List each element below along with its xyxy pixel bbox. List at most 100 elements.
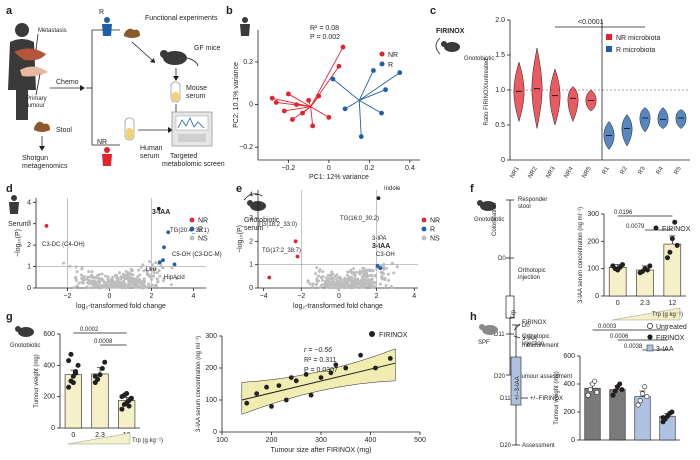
d20-label-h: D20 (500, 443, 512, 449)
y-tick-label: 0 (595, 293, 599, 300)
human-label: Human (140, 145, 163, 152)
mouse-label: Mouse (186, 85, 207, 92)
ns-point (138, 285, 142, 289)
ns-point (118, 280, 122, 284)
y-tick-label: 3 (27, 221, 31, 228)
data-point (617, 381, 623, 387)
pca-point (336, 63, 342, 69)
ns-point (137, 268, 141, 272)
legend-label-untreated: Untreated (656, 324, 687, 331)
y-tick-label: 3 (249, 215, 253, 222)
y-tick-label: −0.2 (239, 144, 253, 151)
label-tg-d: TG(20:4_32:1) (170, 228, 209, 234)
x-tick-label: 4 (412, 293, 416, 300)
x-axis-title: log₂-transformed fold change (293, 303, 383, 310)
volcano-legend-dot (189, 217, 195, 223)
ns-point (154, 285, 158, 289)
panel-label-d: d (6, 183, 13, 195)
y-tick-label: 100 (587, 266, 599, 273)
x-tick-label: 0 (337, 293, 341, 300)
y-tick-label: 400 (43, 362, 55, 369)
legend-dot-firinox (647, 334, 653, 340)
y-tick-label: 600 (43, 331, 55, 338)
ns-point (94, 285, 98, 289)
data-point (644, 267, 650, 273)
ns-point (88, 279, 92, 283)
x-tick-label: 100 (216, 437, 228, 444)
x-tick-label: 400 (365, 437, 377, 444)
x-tick-label: NR1 (510, 165, 522, 179)
highlight-point (172, 262, 177, 267)
ns-point (329, 274, 333, 278)
ns-point (349, 268, 353, 272)
y-tick-label: 200 (205, 365, 217, 372)
ns-point (330, 270, 334, 274)
ns-point (87, 281, 91, 285)
stool-icon (34, 121, 50, 132)
ns-point (158, 274, 162, 278)
panel-label-e: e (236, 183, 242, 195)
pca-point (340, 44, 346, 50)
ns-point (357, 271, 361, 275)
highlight-point (162, 245, 166, 250)
highlight-point (295, 254, 300, 259)
injection-label-f: injection (518, 275, 540, 281)
ns-point (361, 266, 365, 270)
ns-point (316, 279, 320, 283)
pca-r2: R² = 0.08 (310, 25, 339, 32)
pca-spoke (358, 70, 374, 101)
scatter-point (283, 397, 289, 403)
ns-point (142, 269, 146, 273)
ns-point (360, 285, 364, 289)
volcano-legend-d: NR R NS (189, 217, 208, 243)
x-tick-label: 0.2 (365, 165, 375, 172)
ns-point (324, 280, 328, 284)
trp-gradient-f (611, 307, 681, 321)
scatter-point (244, 400, 250, 406)
volcano-legend-label: NS (430, 236, 440, 243)
violin (657, 107, 669, 129)
panel-label-a: a (6, 5, 13, 17)
ns-point (79, 273, 83, 277)
trp-axis-label-f: Trp (g kg⁻¹) (652, 312, 683, 318)
panel-label-b: b (226, 5, 233, 17)
ns-point (145, 270, 149, 274)
ns-point (122, 283, 126, 287)
tumour-label: tumour (26, 103, 45, 109)
highlight-point (166, 230, 171, 235)
legend-dot-f (653, 225, 659, 231)
serum-label-e: serum (244, 225, 264, 232)
x-tick-label: −2 (297, 293, 305, 300)
data-point (70, 380, 76, 386)
y-axis-title: Tumour weight (mg) (554, 371, 560, 424)
data-point (66, 384, 72, 390)
pca-spoke (332, 78, 360, 101)
ns-point (117, 271, 121, 275)
ns-point (161, 279, 165, 283)
pca-spoke (288, 93, 311, 108)
responder-person-icon (102, 17, 112, 36)
panel-d: d Serum −2 0 2 4 0 1 2 3 4 log₂-transformed fold … (6, 183, 222, 310)
label-leu: Leu (146, 267, 156, 273)
x-tick-label: 2.3 (95, 432, 105, 439)
y-tick-label: 600 (563, 353, 575, 360)
data-point (102, 359, 108, 365)
x-tick-label: −2 (63, 293, 71, 300)
ns-point (82, 278, 86, 282)
gnotobiotic-label-f: Gnotobiotic (474, 217, 504, 223)
pca-spoke (310, 106, 314, 126)
y-tick-label: 2 (27, 242, 31, 249)
violin (621, 114, 633, 147)
x-tick-label: R3 (638, 165, 647, 175)
pca-point (310, 123, 316, 129)
ns-point (121, 280, 125, 284)
ns-point (150, 278, 154, 282)
human-serum-tube-icon (124, 117, 135, 141)
highlight-point (378, 266, 383, 271)
shotgun-label: Shotgun (22, 155, 48, 162)
volcano-legend-dot (189, 226, 195, 232)
violin (567, 86, 579, 123)
legend-swatch-r (606, 46, 612, 52)
y-tick-label: 200 (563, 409, 575, 416)
ns-point (380, 274, 384, 278)
